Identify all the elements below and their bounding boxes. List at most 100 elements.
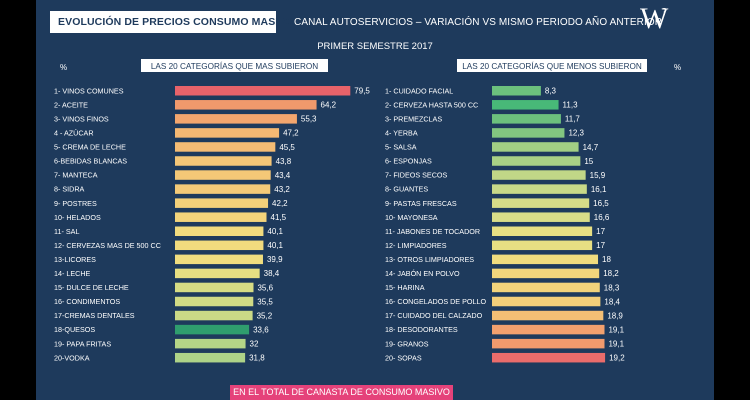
value-label: 11,3 <box>563 101 579 110</box>
value-label: 40,1 <box>267 241 283 250</box>
bar <box>175 212 267 222</box>
bar <box>175 254 263 265</box>
infographic-panel: EVOLUCIÓN DE PRECIOS CONSUMO MASIVO CANA… <box>36 0 714 400</box>
bar <box>175 240 264 251</box>
bar-charts: LAS 20 CATEGORÍAS QUE MAS SUBIERON% 1- VI… <box>54 59 681 363</box>
brand-logo: W <box>640 2 669 35</box>
value-label: 15 <box>584 157 593 166</box>
value-label: 15,9 <box>590 171 606 180</box>
value-label: 38,4 <box>264 269 280 278</box>
category-label: 20-VODKA <box>54 353 90 362</box>
footer-banner: EN EL TOTAL DE CANASTA DE CONSUMO MASIVO <box>230 385 453 400</box>
value-label: 40,1 <box>267 227 283 236</box>
category-label: 1- VINOS COMUNES <box>54 86 124 95</box>
bar <box>175 128 280 138</box>
category-label: 18- DESODORANTES <box>385 325 458 334</box>
period-label: PRIMER SEMESTRE 2017 <box>317 41 433 52</box>
value-label: 17 <box>596 241 605 250</box>
bar <box>492 254 599 265</box>
bar <box>175 198 269 208</box>
value-label: 47,2 <box>283 129 299 138</box>
value-label: 43,4 <box>275 171 291 180</box>
bar <box>175 86 351 96</box>
category-label: 11- JABONES DE TOCADOR <box>385 227 480 236</box>
bar <box>175 226 264 236</box>
bar <box>492 310 604 321</box>
bar <box>492 128 565 138</box>
category-label: 7- FIDEOS SECOS <box>385 171 448 180</box>
bar <box>175 338 246 349</box>
value-label: 43,8 <box>276 157 292 166</box>
value-label: 14,7 <box>583 143 599 152</box>
value-label: 35,6 <box>257 283 273 292</box>
category-label: 18-QUESOS <box>54 325 95 334</box>
category-label: 19- PAPA FRITAS <box>54 339 111 348</box>
category-label: 16- CONDIMENTOS <box>54 297 120 306</box>
value-label: 16,1 <box>591 185 607 194</box>
bar <box>492 170 586 180</box>
value-label: 42,2 <box>272 199 288 208</box>
value-label: 43,2 <box>274 185 290 194</box>
bar <box>175 142 276 152</box>
bar <box>492 324 605 335</box>
chart-title: LAS 20 CATEGORÍAS QUE MENOS SUBIERON <box>462 61 642 71</box>
value-label: 31,8 <box>249 354 265 363</box>
value-label: 35,5 <box>257 297 273 306</box>
category-label: 14- LECHE <box>54 269 91 278</box>
bar <box>175 114 297 124</box>
bar <box>492 296 601 307</box>
value-label: 35,2 <box>257 311 273 320</box>
value-label: 18,9 <box>607 311 623 320</box>
bar <box>492 240 593 251</box>
category-label: 11- SAL <box>54 227 79 236</box>
category-label: 3- VINOS FINOS <box>54 114 109 123</box>
category-label: 7- MANTECA <box>54 171 98 180</box>
category-label: 8- GUANTES <box>385 185 428 194</box>
category-label: 1- CUIDADO FACIAL <box>385 86 453 95</box>
bar <box>492 282 600 293</box>
category-label: 20- SOPAS <box>385 353 422 362</box>
category-label: 6-BEBIDAS BLANCAS <box>54 157 127 166</box>
bar <box>175 310 253 321</box>
category-label: 6- ESPONJAS <box>385 157 432 166</box>
category-label: 16- CONGELADOS DE POLLO <box>385 297 486 306</box>
value-label: 41,5 <box>271 213 287 222</box>
chart-title-box <box>457 59 647 72</box>
value-label: 18,3 <box>604 283 620 292</box>
category-label: 15- HARINA <box>385 283 425 292</box>
bar <box>492 100 559 110</box>
value-label: 16,6 <box>594 213 610 222</box>
value-label: 18,4 <box>604 297 620 306</box>
bar <box>175 352 246 363</box>
category-label: 10- HELADOS <box>54 213 101 222</box>
value-label: 33,6 <box>253 325 269 334</box>
category-label: 8- SIDRA <box>54 185 85 194</box>
value-label: 18 <box>602 255 611 264</box>
bar <box>492 184 587 194</box>
value-label: 79,5 <box>354 87 370 96</box>
bar <box>492 352 606 363</box>
value-label: 39,9 <box>267 255 283 264</box>
value-label: 18,2 <box>603 269 619 278</box>
chart-title: LAS 20 CATEGORÍAS QUE MAS SUBIERON <box>151 61 318 71</box>
unit-label: % <box>674 63 681 72</box>
category-label: 12- LIMPIADORES <box>385 241 447 250</box>
bar <box>492 198 590 208</box>
category-label: 14- JABÓN EN POLVO <box>385 269 460 278</box>
chart-title-box <box>141 59 328 72</box>
unit-label: % <box>60 63 67 72</box>
bar <box>492 142 579 152</box>
page-title: EVOLUCIÓN DE PRECIOS CONSUMO MASIVO <box>50 11 294 33</box>
bar <box>492 86 541 96</box>
category-label: 13- OTROS LIMPIADORES <box>385 255 474 264</box>
category-label: 9- POSTRES <box>54 199 97 208</box>
bar <box>175 268 260 279</box>
category-label: 5- SALSA <box>385 143 417 152</box>
category-label: 2- CERVEZA HASTA 500 CC <box>385 100 478 109</box>
value-label: 19,1 <box>608 339 624 348</box>
bar <box>492 212 590 222</box>
bar <box>175 184 271 194</box>
category-label: 19- GRANOS <box>385 339 429 348</box>
bar <box>492 156 581 166</box>
value-label: 11,7 <box>565 115 581 124</box>
